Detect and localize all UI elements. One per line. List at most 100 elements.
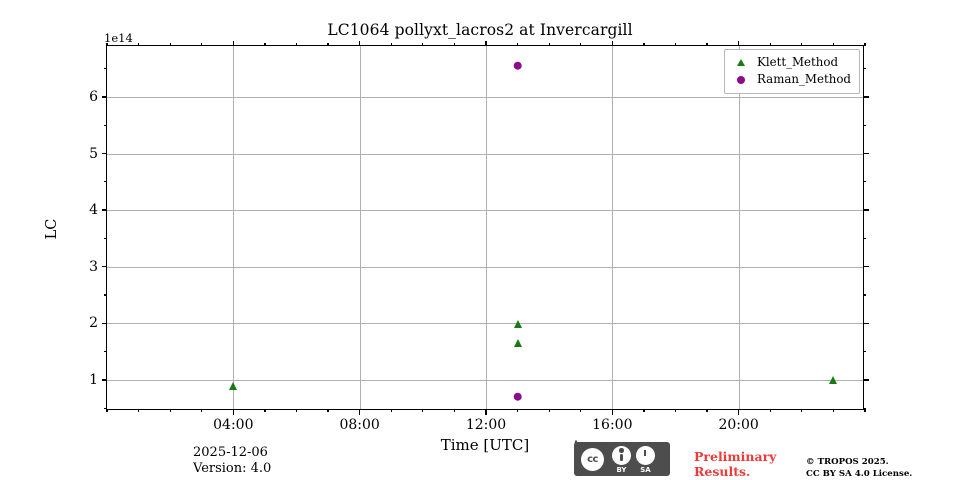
x-axis-minor-tick <box>832 42 834 46</box>
x-axis-tick <box>611 409 614 415</box>
copyright-notice: © TROPOS 2025. CC BY SA 4.0 License. <box>806 457 912 480</box>
x-axis-minor-tick <box>674 42 677 46</box>
y-axis-minor-tick <box>863 350 867 353</box>
legend[interactable]: Klett_Method Raman_Method <box>724 49 860 94</box>
y-axis-tick <box>863 209 869 211</box>
gridline-horizontal <box>107 96 863 98</box>
y-axis-tick <box>863 379 869 381</box>
preliminary-line-1: Preliminary <box>694 449 777 464</box>
copyright-line-1: © TROPOS 2025. <box>806 457 889 467</box>
x-axis-tick <box>358 40 361 46</box>
x-axis-tick <box>737 409 740 415</box>
y-axis-tick-label: 5 <box>89 145 98 162</box>
x-axis-minor-tick <box>769 42 771 46</box>
y-axis-minor-tick <box>863 237 867 239</box>
x-axis-minor-tick <box>327 409 329 413</box>
x-axis-minor-tick <box>769 409 771 413</box>
y-axis-tick <box>101 209 107 211</box>
y-axis-tick <box>863 265 869 268</box>
x-axis-tick <box>737 40 740 46</box>
cc-label: cc <box>587 453 598 465</box>
x-axis-minor-tick <box>422 42 424 46</box>
preliminary-results-note: Preliminary Results. <box>694 449 776 479</box>
x-axis-minor-tick <box>422 409 424 413</box>
data-point-klett-method <box>829 375 838 384</box>
x-axis-minor-tick <box>580 409 582 413</box>
x-axis-minor-tick <box>864 409 866 413</box>
cc-by-head-icon <box>619 448 624 453</box>
gridline-horizontal <box>107 210 863 212</box>
cc-by-body-icon <box>619 454 624 461</box>
y-axis-tick-label: 6 <box>89 88 98 105</box>
x-axis-minor-tick <box>264 409 266 413</box>
x-axis-minor-tick <box>106 42 108 46</box>
x-axis-minor-tick <box>548 409 550 413</box>
data-point-klett-method <box>513 338 522 347</box>
gridline-vertical <box>486 46 487 409</box>
x-axis-minor-tick <box>327 42 329 46</box>
y-axis-minor-tick <box>103 294 107 296</box>
legend-label-raman: Raman_Method <box>757 72 851 87</box>
x-axis-minor-tick <box>201 42 203 46</box>
cc-sa-ring-icon <box>574 440 578 463</box>
gridline-vertical <box>612 46 614 409</box>
x-axis-minor-tick <box>548 42 550 46</box>
x-axis-tick-label: 04:00 <box>213 417 254 433</box>
data-point-klett-method <box>513 320 522 329</box>
y-axis-minor-tick <box>863 181 867 183</box>
gridline-horizontal <box>107 153 863 155</box>
y-axis-minor-tick <box>103 237 107 239</box>
x-axis-tick-label: 16:00 <box>592 417 633 433</box>
x-axis-minor-tick <box>580 42 582 46</box>
x-axis-minor-tick <box>453 409 455 413</box>
legend-item-raman[interactable]: Raman_Method <box>731 71 851 88</box>
y-axis-minor-tick <box>863 294 867 296</box>
x-axis-minor-tick <box>643 42 645 46</box>
y-axis-tick <box>863 96 869 98</box>
y-axis-tick <box>101 96 107 98</box>
preliminary-line-2: Results. <box>694 464 751 479</box>
x-axis-minor-tick <box>295 42 298 46</box>
x-axis-minor-tick <box>201 409 203 413</box>
x-axis-minor-tick <box>516 42 519 46</box>
y-axis-minor-tick <box>103 350 107 353</box>
stamp-version: Version: 4.0 <box>193 460 272 476</box>
x-axis-minor-tick <box>864 42 866 46</box>
date-version-stamp: 2025-12-06 Version: 4.0 <box>193 445 271 477</box>
y-axis-tick <box>101 322 107 324</box>
x-axis-minor-tick <box>801 409 803 413</box>
x-axis-minor-tick <box>674 409 677 413</box>
y-axis-minor-tick <box>863 407 867 409</box>
x-axis-tick-label: 20:00 <box>718 417 759 433</box>
x-axis-minor-tick <box>137 409 140 413</box>
x-axis-tick-label: 08:00 <box>339 417 380 433</box>
legend-label-klett: Klett_Method <box>757 55 839 69</box>
legend-item-klett[interactable]: Klett_Method <box>731 54 851 71</box>
x-axis-tick <box>232 40 235 46</box>
x-axis-minor-tick <box>832 409 834 413</box>
x-axis-minor-tick <box>295 409 298 413</box>
x-axis-minor-tick <box>706 409 708 413</box>
y-axis-minor-tick <box>863 124 867 126</box>
x-axis-minor-tick <box>801 42 803 46</box>
gridline-horizontal <box>107 323 863 325</box>
y-axis-minor-tick <box>103 68 107 70</box>
x-axis-minor-tick <box>453 42 455 46</box>
x-axis-tick <box>485 40 487 46</box>
x-axis-tick-label: 12:00 <box>465 417 507 433</box>
gridline-vertical <box>233 46 235 409</box>
y-axis-label: LC <box>44 218 60 240</box>
chart-title: LC1064 pollyxt_lacros2 at Invercargill <box>327 21 633 39</box>
x-axis-minor-tick <box>390 409 392 413</box>
y-axis-tick-label: 4 <box>89 202 98 219</box>
legend-marker-circle-icon <box>731 76 751 85</box>
cc-by-label: BY <box>616 466 627 474</box>
x-axis-tick <box>358 409 361 415</box>
x-axis-tick <box>232 409 235 415</box>
cc-sa-bar-icon <box>644 450 647 456</box>
x-axis-minor-tick <box>137 42 140 46</box>
data-point-raman-method <box>513 392 522 402</box>
cc-sa-label: SA <box>640 466 651 474</box>
stamp-date: 2025-12-06 <box>193 445 268 460</box>
